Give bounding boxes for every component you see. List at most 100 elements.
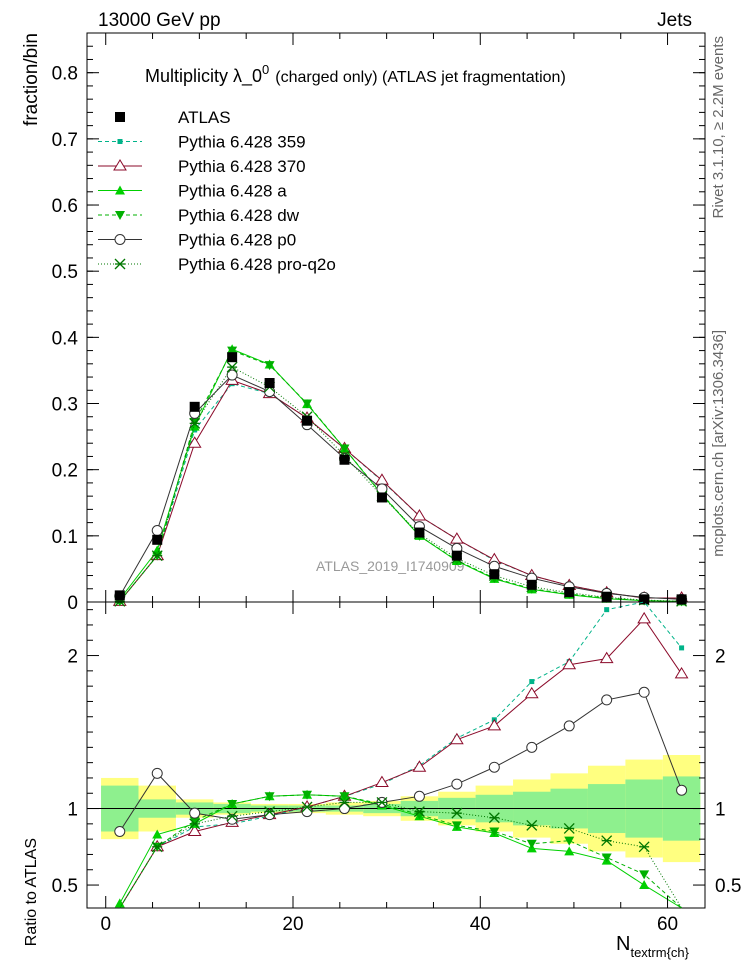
header-jets-label: Jets xyxy=(657,10,692,31)
series-point xyxy=(413,806,425,818)
series-point xyxy=(226,810,238,822)
legend-label: Pythia 6.428 370 xyxy=(178,157,306,176)
data-point xyxy=(526,579,537,590)
data-point xyxy=(227,352,238,363)
x-axis-label-base: N xyxy=(616,933,630,955)
series-point xyxy=(639,870,650,880)
ratio-y-tick-label-right: 2 xyxy=(715,647,726,668)
ratio-plot-marks xyxy=(114,601,689,909)
data-point xyxy=(639,594,650,605)
series-point xyxy=(302,399,313,409)
series-point xyxy=(449,532,464,544)
series-point xyxy=(339,444,350,454)
series-point xyxy=(189,807,201,819)
chart-title-main: Multiplicity λ_0 xyxy=(145,66,262,87)
series-point xyxy=(189,417,201,429)
x-axis-label: Ntextrm{ch} xyxy=(616,933,690,960)
series-point xyxy=(114,258,126,270)
series-point xyxy=(451,778,463,790)
series-point xyxy=(339,792,350,802)
series-point xyxy=(638,686,650,698)
legend-label: Pythia 6.428 p0 xyxy=(178,231,296,250)
series-point xyxy=(339,803,350,815)
series-line xyxy=(119,374,682,600)
ratio-line xyxy=(119,801,683,909)
series-ratio-5 xyxy=(119,796,683,909)
series-point xyxy=(339,796,350,808)
data-point xyxy=(489,569,500,580)
chart-title-sup: 0 xyxy=(262,62,269,77)
series-point xyxy=(412,760,427,772)
chart-title: Multiplicity λ_00 (charged only) (ATLAS j… xyxy=(145,62,566,87)
y-tick-label: 0.8 xyxy=(52,64,78,85)
x-tick-label: 40 xyxy=(470,914,491,935)
series-point xyxy=(563,822,575,834)
legend-label: Pythia 6.428 a xyxy=(178,182,287,201)
series-point xyxy=(114,234,126,245)
series-point xyxy=(488,761,500,773)
y-tick-label: 0.3 xyxy=(52,395,78,416)
uncertainty-bands xyxy=(87,755,705,863)
ratio-y-tick-label-right: 0.5 xyxy=(715,876,741,897)
series-point xyxy=(526,741,538,753)
series-point xyxy=(676,784,688,796)
series-point xyxy=(679,645,685,651)
data-point xyxy=(564,587,575,598)
series-point xyxy=(489,827,500,837)
data-point xyxy=(264,378,275,389)
data-point xyxy=(302,415,313,426)
legend-marker-data xyxy=(115,112,125,122)
x-tick-label: 60 xyxy=(657,914,678,935)
x-tick-label: 20 xyxy=(282,914,303,935)
series-point xyxy=(487,718,502,731)
legend-label: Pythia 6.428 dw xyxy=(178,206,300,225)
series-point xyxy=(526,839,537,849)
series-point xyxy=(114,826,126,837)
x-tick-label: 0 xyxy=(100,914,111,935)
ratio-line xyxy=(119,691,683,832)
series-point xyxy=(451,821,462,831)
side-mcplots-label: mcplots.cern.ch [arXiv:1306.3436] xyxy=(710,330,727,557)
ratio-line xyxy=(119,601,682,909)
y-tick-label: 0.4 xyxy=(52,328,79,349)
data-point xyxy=(601,591,612,602)
series-point xyxy=(301,806,313,818)
series-point xyxy=(451,807,463,819)
series-point xyxy=(226,361,238,373)
series-point xyxy=(226,369,238,381)
data-point xyxy=(451,550,462,561)
y-axis-label-bottom: Ratio to ATLAS xyxy=(23,838,40,946)
header-energy-label: 13000 GeV pp xyxy=(98,10,221,31)
series-line xyxy=(119,379,682,602)
legend-label-data: ATLAS xyxy=(178,108,231,127)
series-point xyxy=(115,185,125,195)
series-point xyxy=(375,473,389,485)
series-point xyxy=(264,361,275,371)
series-point xyxy=(189,818,201,830)
ratio-plot-frame xyxy=(86,601,706,909)
data-point xyxy=(114,590,125,601)
series-point xyxy=(151,841,163,853)
series-point xyxy=(599,651,614,664)
series-point xyxy=(151,550,163,562)
x-axis-label-sub: textrm{ch} xyxy=(630,945,689,960)
ratio-y-tick-label-left: 1 xyxy=(67,800,78,821)
series-point xyxy=(488,812,500,824)
series-point xyxy=(601,694,613,706)
ratio-plot-panel: 0.5 0.5 1 1 2 2 Ratio to ATLAS xyxy=(23,601,741,946)
series-point xyxy=(302,790,313,800)
series-point xyxy=(227,799,238,809)
series-point xyxy=(563,720,575,732)
series-point xyxy=(639,880,650,890)
series-point xyxy=(117,139,123,144)
series-point xyxy=(375,775,389,788)
series-point xyxy=(412,509,427,521)
series-point xyxy=(151,525,163,537)
series-point xyxy=(637,611,652,624)
series-point xyxy=(562,657,577,670)
y-tick-label: 0.7 xyxy=(52,130,78,151)
series-point xyxy=(152,829,163,839)
data-point xyxy=(189,401,200,412)
series-point xyxy=(674,666,689,679)
